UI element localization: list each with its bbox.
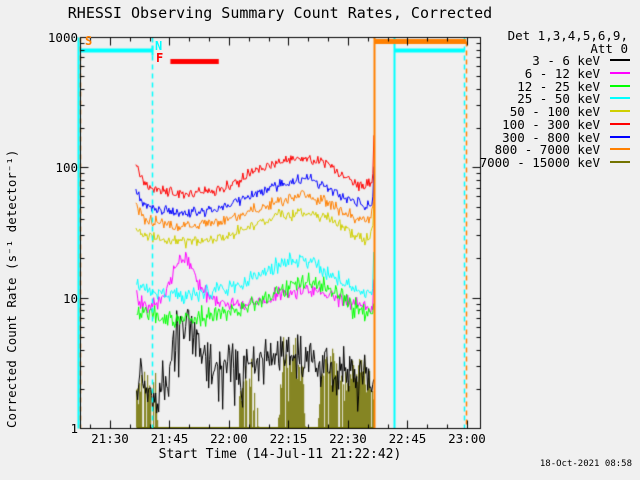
legend-entry-label: 12 - 25 keV — [517, 78, 600, 94]
legend-color-swatch — [610, 71, 630, 74]
legend-entry-label: 100 - 300 keV — [502, 116, 600, 132]
legend-color-swatch — [610, 161, 630, 164]
legend-entry-label: 7000 - 15000 keV — [479, 155, 600, 171]
legend-entry-label: 25 - 50 keV — [517, 91, 600, 107]
x-tick-label: 22:45 — [388, 431, 427, 446]
x-tick-label: 22:15 — [269, 431, 308, 446]
legend-entry-label: 800 - 7000 keV — [494, 142, 600, 158]
legend-detectors-label: Det 1,3,4,5,6,9, — [507, 28, 628, 43]
legend-color-swatch — [610, 122, 630, 125]
flag-label-n: N — [155, 39, 163, 53]
y-tick-label: 1000 — [47, 30, 78, 45]
legend-entry: 300 - 800 keV — [430, 129, 630, 145]
x-tick-label: 23:00 — [448, 431, 486, 446]
legend-entry-label: 3 - 6 keV — [532, 53, 600, 68]
x-tick-label: 22:30 — [329, 431, 367, 446]
flag-label-s: S — [85, 34, 93, 48]
legend-entry: 3 - 6 keV — [430, 53, 630, 68]
legend-entry: 25 - 50 keV — [430, 91, 630, 107]
legend-entry: 100 - 300 keV — [430, 116, 630, 132]
legend-entry: 12 - 25 keV — [430, 78, 630, 94]
x-axis-label: Start Time (14-Jul-11 21:22:42) — [158, 447, 402, 462]
legend-color-swatch — [610, 59, 630, 61]
x-tick-label: 21:45 — [150, 431, 189, 446]
legend-entry: 7000 - 15000 keV — [430, 155, 630, 171]
legend-entry: 800 - 7000 keV — [430, 142, 630, 158]
legend-color-swatch — [610, 84, 630, 87]
timestamp: 18-Oct-2021 08:58 — [539, 459, 632, 469]
y-tick-label: 1 — [70, 421, 78, 436]
legend-entry: 6 - 12 keV — [430, 65, 630, 81]
x-tick-label: 22:00 — [210, 431, 248, 446]
legend-color-swatch — [610, 97, 630, 100]
plot-title: RHESSI Observing Summary Count Rates, Co… — [67, 4, 493, 22]
x-tick-label: 21:30 — [91, 431, 129, 446]
y-tick-label: 100 — [55, 160, 78, 176]
legend-entry-label: 300 - 800 keV — [502, 129, 600, 145]
legend-entry: 50 - 100 keV — [430, 104, 630, 120]
legend-attenuator-label: Att 0 — [590, 41, 628, 56]
legend-color-swatch — [610, 148, 630, 151]
legend-color-swatch — [610, 135, 630, 138]
legend-color-swatch — [610, 110, 630, 113]
legend-entry-label: 6 - 12 keV — [524, 65, 600, 81]
y-axis-label: Corrected Count Rate (s⁻¹ detector⁻¹) — [4, 149, 19, 428]
y-tick-label: 10 — [62, 290, 78, 306]
legend-entry-label: 50 - 100 keV — [509, 104, 600, 120]
flag-label-f: F — [156, 51, 164, 65]
